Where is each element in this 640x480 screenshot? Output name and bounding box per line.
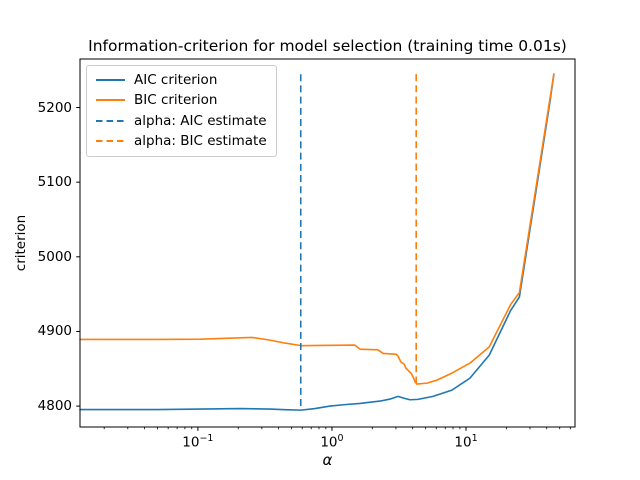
legend: AIC criterion BIC criterion alpha: AIC e… — [86, 65, 277, 158]
legend-label: alpha: BIC estimate — [134, 133, 267, 150]
y-tick-label: 4900 — [37, 323, 72, 340]
aic-criterion-curve — [79, 73, 555, 411]
chart-title: Information-criterion for model selectio… — [88, 37, 567, 55]
bic-criterion-curve — [79, 73, 555, 385]
x-axis-label: α — [322, 451, 333, 469]
axes-frame — [79, 58, 576, 428]
y-tick-label: 5200 — [37, 99, 72, 116]
x-tick-label: 10−1 — [182, 433, 214, 451]
legend-entry-aic-criterion: AIC criterion — [87, 70, 276, 90]
legend-label: alpha: AIC estimate — [134, 112, 267, 129]
legend-dash-sample-bic — [96, 140, 125, 143]
legend-label: BIC criterion — [134, 92, 218, 109]
y-tick-label: 5100 — [37, 174, 72, 191]
legend-dash-sample-aic — [96, 119, 125, 122]
legend-entry-alpha-bic-estimate: alpha: BIC estimate — [87, 131, 276, 151]
x-tick-label: 100 — [320, 433, 344, 451]
y-axis-label: criterion — [13, 214, 29, 272]
legend-line-sample-aic — [96, 79, 125, 82]
y-tick-label: 4800 — [37, 398, 72, 415]
x-tick-label: 101 — [454, 433, 478, 451]
legend-entry-bic-criterion: BIC criterion — [87, 90, 276, 110]
y-tick-label: 5000 — [37, 248, 72, 265]
legend-label: AIC criterion — [134, 72, 218, 89]
legend-line-sample-bic — [96, 99, 125, 102]
legend-entry-alpha-aic-estimate: alpha: AIC estimate — [87, 111, 276, 131]
